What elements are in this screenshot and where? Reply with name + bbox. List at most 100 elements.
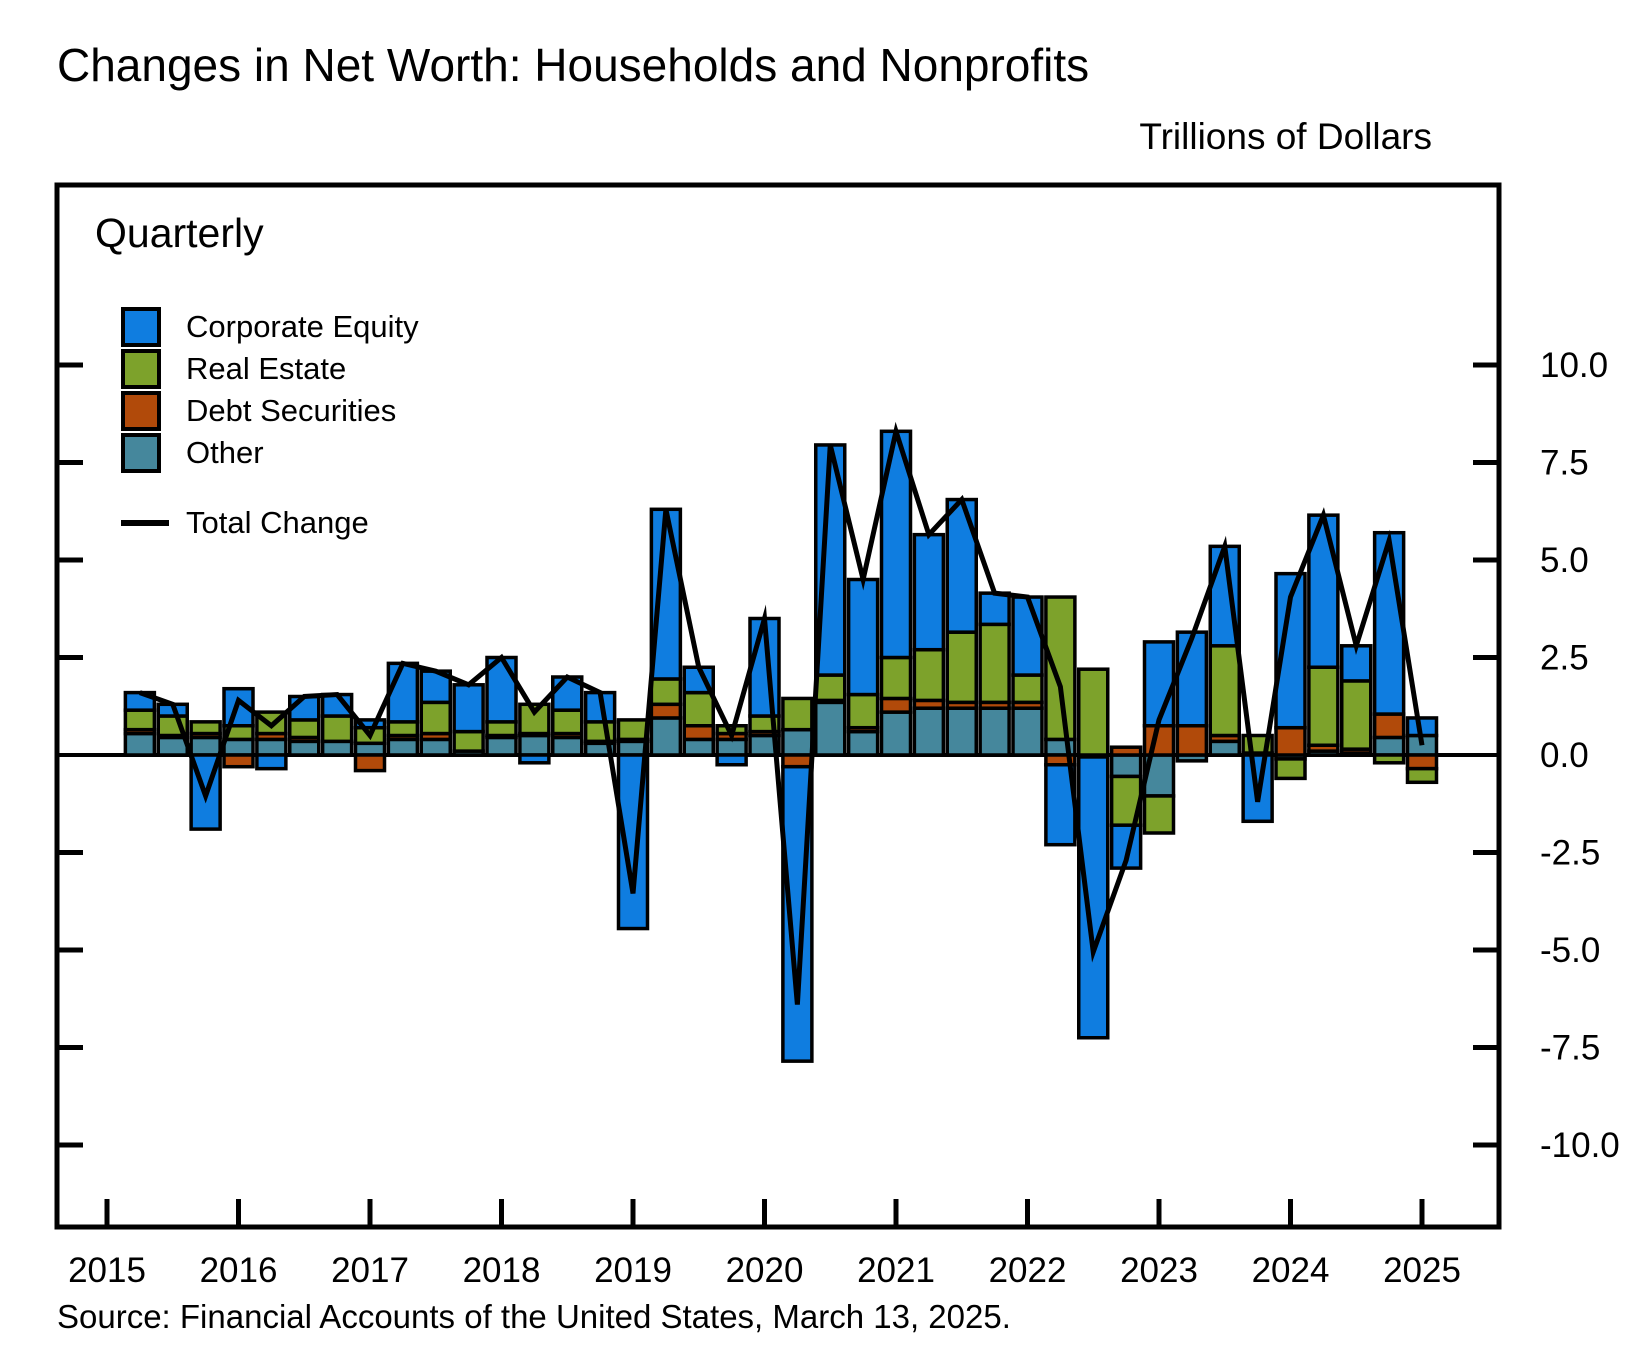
bar-segment-other-2017Q4 [485,735,518,757]
bar-segment-real_estate-2019Q2 [682,690,715,728]
bar-segment-debt_securities-2022Q3 [1109,745,1143,757]
bar-segment-debt_securities-2024Q4 [1405,753,1439,771]
total-change-line-icon [121,520,169,526]
bar-segment-real_estate-2021Q1 [912,647,946,703]
y-tick-label: 2.5 [1540,639,1589,678]
y-tick-label: -10.0 [1540,1126,1620,1165]
bar-segment-other-2019Q1 [649,716,683,757]
bar-segment-real_estate-2022Q1 [1044,595,1077,742]
bar-segment-real_estate-2017Q4 [485,720,518,738]
bar-segment-other-2016Q3 [320,739,354,757]
bar-segment-corporate_equity-2018Q1 [518,753,551,765]
bar-segment-real_estate-2024Q3 [1372,753,1406,765]
y-tick-label: 10.0 [1540,346,1608,385]
legend-item-debt-securities: Debt Securities [121,390,396,432]
bar-segment-corporate_equity-2017Q1 [386,661,420,724]
x-tick-label: 2025 [1383,1251,1461,1290]
bar-segment-other-2021Q3 [978,706,1011,757]
bar-segment-other-2021Q1 [912,706,946,757]
bar-segment-other-2020Q4 [879,710,913,757]
bar-segment-real_estate-2015Q1 [123,708,157,732]
bar-segment-real_estate-2023Q4 [1274,757,1307,781]
bar-segment-other-2015Q4 [222,737,255,757]
x-tick-label: 2024 [1252,1251,1330,1290]
bar-segment-real_estate-2022Q4 [1142,794,1176,835]
debt-securities-swatch-icon [121,391,161,431]
bar-segment-real_estate-2015Q3 [189,720,222,736]
bar-segment-real_estate-2020Q3 [846,692,880,730]
plot-border [54,182,1502,1230]
bar-segment-other-2021Q2 [945,706,978,757]
bar-segment-real_estate-2020Q1 [781,696,814,732]
bar-segment-real_estate-2021Q2 [945,630,978,705]
legend-item-corporate-equity: Corporate Equity [121,306,419,348]
legend-label: Real Estate [186,351,347,386]
bar-segment-debt_securities-2023Q4 [1274,725,1307,757]
y-tick-label: 7.5 [1540,444,1589,483]
bar-segment-other-2015Q2 [156,735,189,757]
bar-segment-debt_securities-2024Q3 [1372,712,1406,740]
bar-segment-corporate_equity-2021Q3 [978,591,1011,627]
bar-segment-other-2016Q2 [288,739,321,757]
bar-segment-other-2015Q3 [189,735,222,757]
bar-segment-real_estate-2019Q1 [649,677,683,707]
legend-item-total-change: Total Change [121,502,369,544]
bar-segment-other-2020Q2 [814,700,847,757]
bar-segment-other-2016Q1 [255,737,288,757]
legend-item-other: Other [121,432,264,474]
x-tick-label: 2020 [726,1251,804,1290]
legend-item-real-estate: Real Estate [121,348,346,390]
y-tick-label: -2.5 [1540,834,1600,873]
bar-segment-corporate_equity-2017Q3 [452,683,485,734]
bar-segment-corporate_equity-2019Q3 [715,753,748,767]
bar-segment-real_estate-2018Q4 [616,718,650,742]
y-tick-label: -7.5 [1540,1029,1600,1068]
y-tick-label: -5.0 [1540,931,1600,970]
bar-segment-other-2018Q1 [518,733,551,757]
bar-segment-real_estate-2024Q2 [1340,679,1373,751]
bar-segment-real_estate-2018Q2 [551,708,584,736]
bar-segment-corporate_equity-2020Q3 [846,577,880,697]
bar-segment-other-2015Q1 [123,731,157,757]
bar-segment-real_estate-2024Q4 [1405,766,1439,785]
x-tick-label: 2021 [857,1251,935,1290]
bar-segment-real_estate-2018Q3 [583,720,617,744]
y-tick-label: 0.0 [1540,736,1589,775]
bar-segment-real_estate-2017Q2 [419,700,452,736]
bar-segment-other-2024Q3 [1372,735,1406,757]
source-note: Source: Financial Accounts of the United… [57,1298,1011,1335]
bar-segment-corporate_equity-2022Q2 [1077,755,1110,1040]
bar-segment-real_estate-2017Q3 [452,729,485,753]
bar-segment-real_estate-2022Q2 [1077,667,1110,757]
x-tick-label: 2019 [594,1251,672,1290]
bar-segment-other-2023Q2 [1208,739,1241,757]
x-tick-label: 2017 [331,1251,409,1290]
bar-segment-debt_securities-2019Q2 [682,724,715,742]
bar-segment-real_estate-2017Q1 [386,720,420,738]
bar-segment-corporate_equity-2021Q2 [945,497,978,634]
bar-segment-real_estate-2016Q3 [320,714,354,744]
x-tick-label: 2022 [989,1251,1067,1290]
bar-segment-real_estate-2021Q3 [978,622,1011,705]
bar-segment-real_estate-2016Q2 [288,718,321,740]
bar-segment-debt_securities-2019Q1 [649,702,683,720]
y-tick-label: 5.0 [1540,541,1589,580]
bar-segment-corporate_equity-2022Q4 [1142,640,1176,728]
bar-segment-debt_securities-2020Q4 [879,696,913,714]
bar-segment-debt_securities-2015Q4 [222,753,255,769]
bar-segment-debt_securities-2016Q4 [353,753,387,773]
bar-segment-other-2018Q2 [551,735,584,757]
real-estate-swatch-icon [121,349,161,389]
bar-segment-real_estate-2024Q1 [1307,665,1340,747]
bar-segment-corporate_equity-2021Q4 [1011,595,1044,677]
other-swatch-icon [121,433,161,473]
bar-segment-corporate_equity-2017Q4 [485,655,518,724]
legend-label: Debt Securities [186,393,397,428]
x-tick-label: 2016 [200,1251,278,1290]
x-tick-label: 2018 [463,1251,541,1290]
legend-label: Other [186,435,264,470]
bar-segment-corporate_equity-2016Q1 [255,753,288,771]
legend-label: Total Change [186,505,369,540]
